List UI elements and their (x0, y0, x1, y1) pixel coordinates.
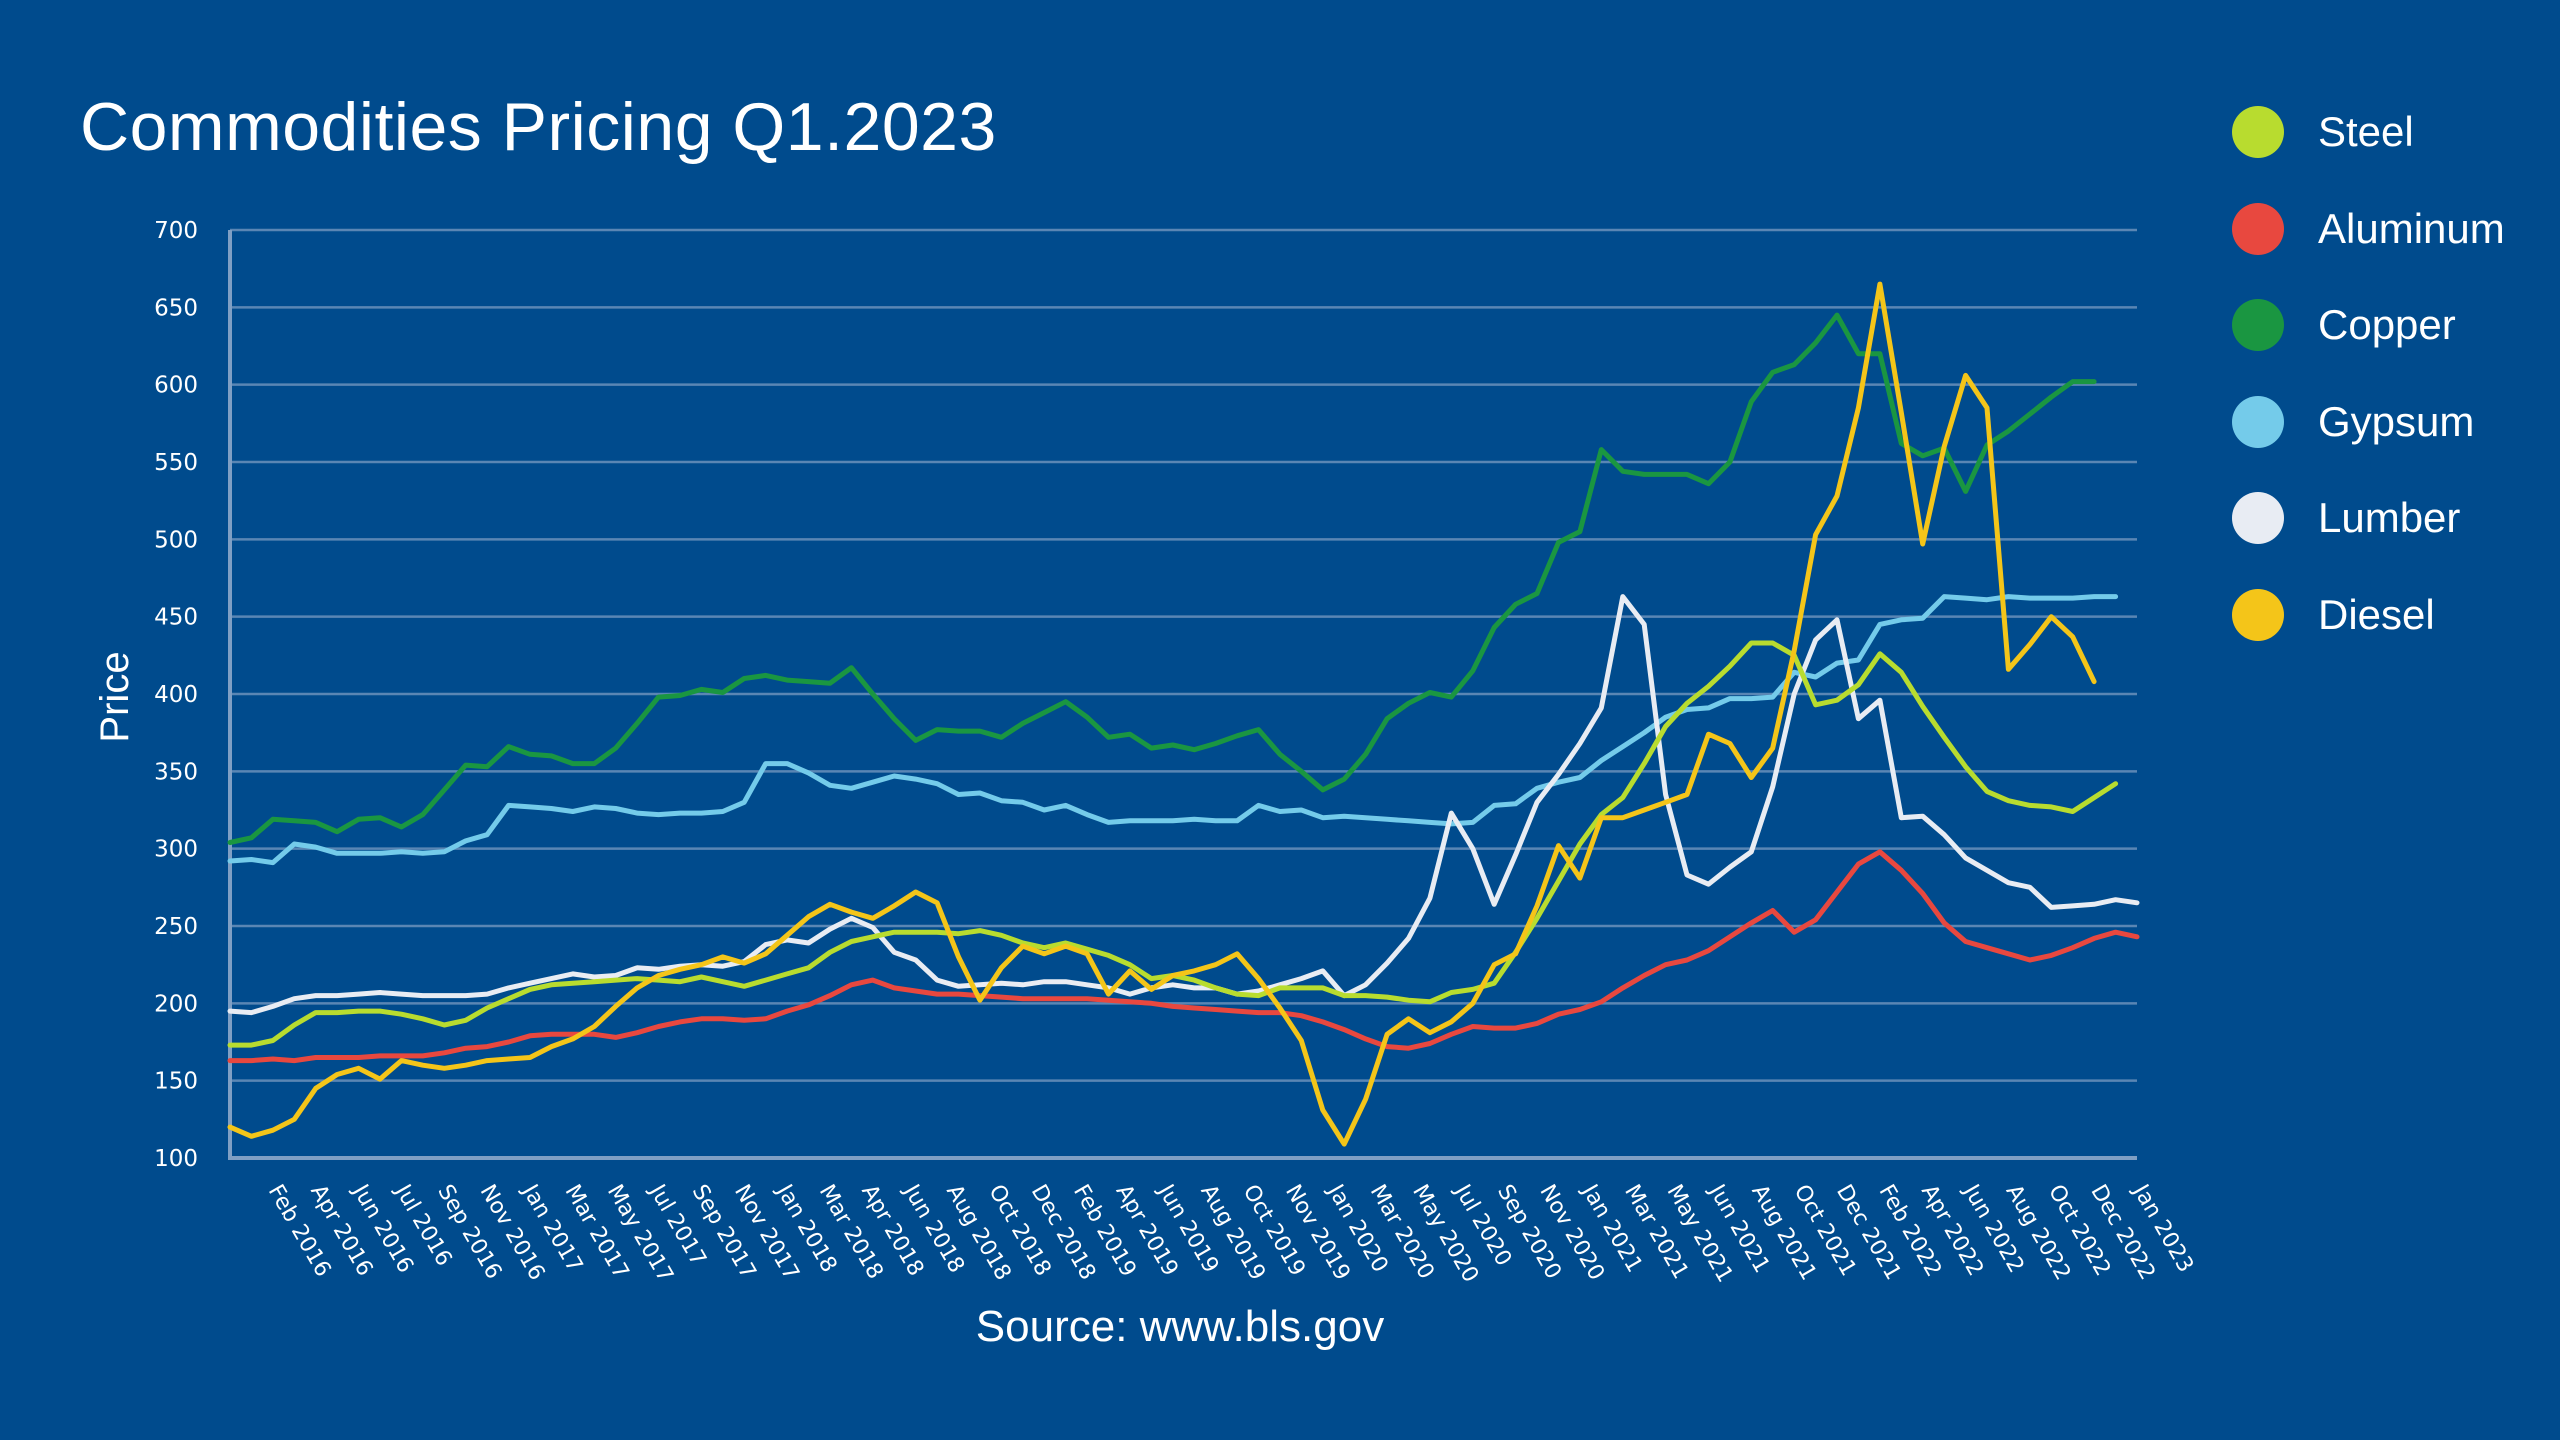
y-tick-label: 700 (154, 218, 198, 244)
legend-item-aluminum: Aluminum (2232, 181, 2505, 278)
y-tick-label: 150 (154, 1069, 198, 1095)
legend-item-lumber: Lumber (2232, 470, 2505, 567)
legend-label: Lumber (2318, 494, 2461, 542)
legend-item-copper: Copper (2232, 277, 2505, 374)
y-tick-label: 450 (154, 605, 198, 631)
series-line-aluminum (227, 849, 2140, 1064)
series-line-copper (227, 312, 2097, 845)
series-line-lumber (227, 594, 2140, 1016)
y-tick-label: 100 (154, 1146, 198, 1172)
y-tick-label: 250 (154, 914, 198, 940)
y-tick-label: 350 (154, 759, 198, 785)
source-note: Source: www.bls.gov (975, 1302, 1385, 1351)
y-axis-label: Price (93, 651, 137, 742)
y-tick-label: 550 (154, 450, 198, 476)
y-tick-label: 400 (154, 682, 198, 708)
legend-swatch (2232, 588, 2284, 641)
y-tick-label: 200 (154, 991, 198, 1017)
legend-item-steel: Steel (2232, 84, 2505, 181)
legend-swatch (2232, 106, 2284, 159)
series-line-gypsum (227, 594, 2119, 866)
legend-swatch (2232, 202, 2284, 255)
series-lines (227, 281, 2140, 1147)
legend-label: Diesel (2318, 590, 2435, 638)
legend-swatch (2232, 395, 2284, 448)
legend-label: Copper (2318, 301, 2456, 349)
y-tick-labels: 100 150 200 250 300 350 400 450 500 550 600 650 700 (154, 218, 198, 1172)
y-tick-label: 650 (154, 295, 198, 321)
y-tick-label: 500 (154, 527, 198, 553)
legend-item-diesel: Diesel (2232, 567, 2505, 664)
grid-lines (230, 228, 2137, 1160)
y-tick-label: 300 (154, 837, 198, 863)
chart-title: Commodities Pricing Q1.2023 (80, 89, 997, 165)
legend-swatch (2232, 299, 2284, 352)
y-tick-label: 600 (154, 373, 198, 399)
legend-label: Gypsum (2318, 397, 2475, 445)
legend: Steel Aluminum Copper Gypsum Lumber Diesel (2232, 84, 2505, 663)
legend-swatch (2232, 492, 2284, 545)
series-line-diesel (227, 281, 2097, 1147)
legend-label: Aluminum (2318, 204, 2505, 252)
legend-item-gypsum: Gypsum (2232, 374, 2505, 471)
legend-label: Steel (2318, 108, 2414, 156)
